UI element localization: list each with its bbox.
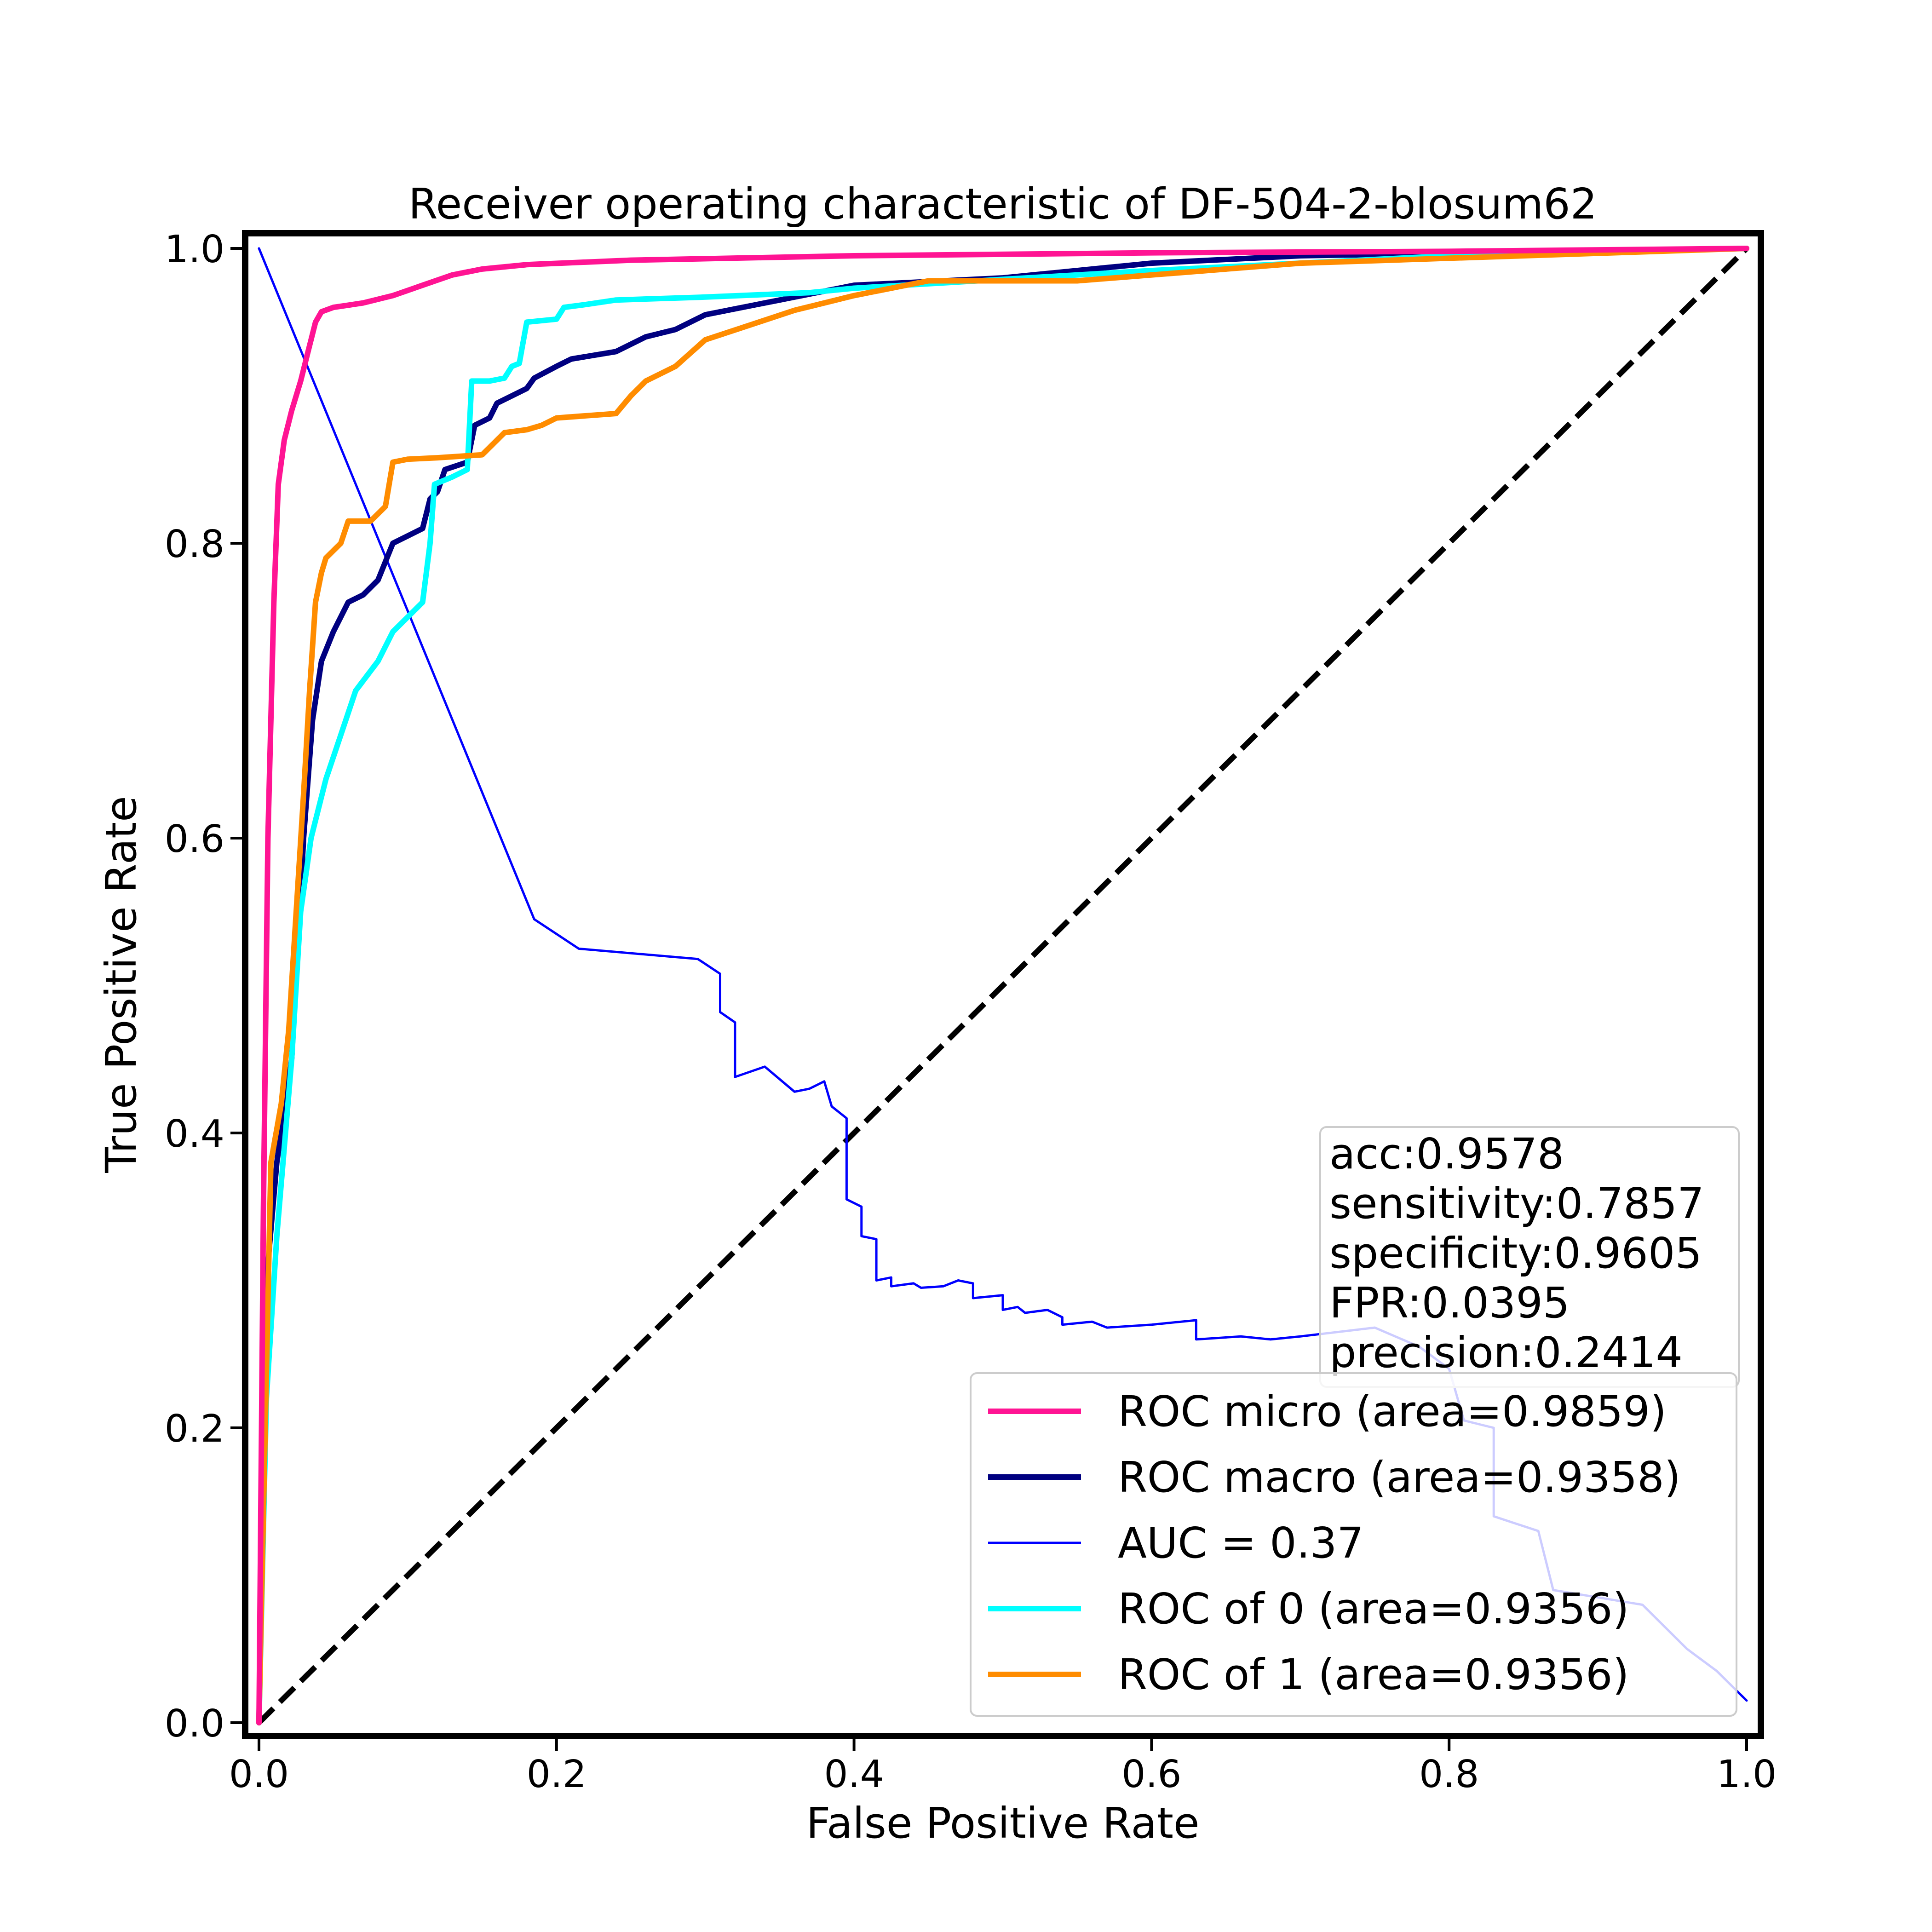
chance-diagonal-line: [257, 246, 1749, 1725]
y-tick-label: 0.0: [165, 1702, 224, 1746]
x-tick-label: 0.6: [1121, 1753, 1181, 1796]
chart-title: Receiver operating characteristic of DF-…: [408, 179, 1597, 229]
plot-lines: [256, 246, 1749, 1725]
legend-label: ROC of 0 (area=0.9356): [1118, 1584, 1629, 1633]
y-tick-label: 0.4: [165, 1112, 224, 1156]
x-tick-label: 0.8: [1419, 1753, 1479, 1796]
series-line-4: [256, 246, 1749, 1725]
stats-box: acc:0.9578sensitivity:0.7857specificity:…: [1319, 1126, 1740, 1388]
y-axis-ticks: 0.0 0.2 0.4 0.6 0.8 1.0: [165, 228, 245, 1746]
x-axis-ticks: 0.0 0.2 0.4 0.6 0.8 1.0: [229, 1736, 1777, 1796]
x-tick-label: 0.4: [824, 1753, 884, 1796]
plot-frame: [242, 230, 1764, 1739]
series-line-0: [256, 246, 1749, 1725]
legend-label: ROC of 1 (area=0.9356): [1118, 1650, 1629, 1699]
x-tick-label: 0.2: [527, 1753, 586, 1796]
y-tick-label: 1.0: [165, 228, 224, 271]
y-tick-label: 0.2: [165, 1407, 224, 1451]
legend-label: ROC micro (area=0.9859): [1118, 1387, 1667, 1436]
x-tick-label: 0.0: [229, 1753, 289, 1796]
legend-label: ROC macro (area=0.9358): [1118, 1453, 1681, 1502]
x-axis-title: False Positive Rate: [806, 1799, 1199, 1848]
y-axis-title: True Positive Rate: [97, 796, 146, 1173]
y-tick-label: 0.8: [165, 523, 224, 566]
stats-line: FPR:0.0395: [1329, 1278, 1570, 1328]
y-tick-label: 0.6: [165, 817, 224, 861]
legend: ROC micro (area=0.9859) ROC macro (area=0…: [970, 1372, 1737, 1717]
stats-line: sensitivity:0.7857: [1329, 1179, 1704, 1228]
legend-frame: [970, 1372, 1737, 1717]
stats-line: precision:0.2414: [1329, 1328, 1683, 1377]
stats-line: specificity:0.9605: [1329, 1229, 1702, 1278]
x-tick-label: 1.0: [1717, 1753, 1777, 1796]
stats-line: acc:0.9578: [1329, 1129, 1564, 1179]
series-line-3: [256, 246, 1749, 1725]
legend-label: AUC = 0.37: [1118, 1518, 1364, 1568]
